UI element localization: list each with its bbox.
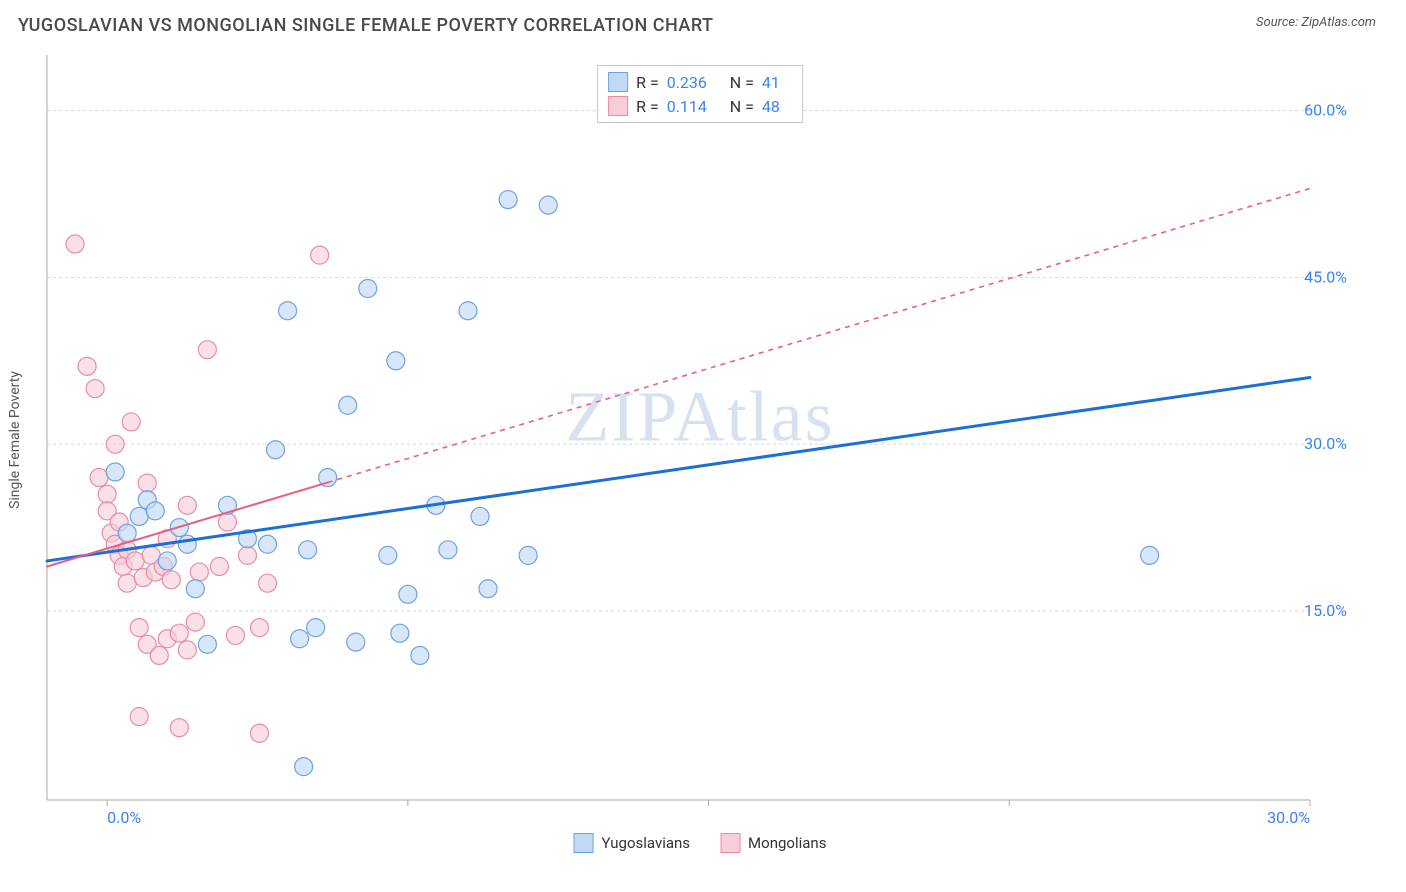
data-point (78, 357, 96, 375)
y-tick-label: 30.0% (1304, 434, 1347, 453)
scatter-plot-svg: 15.0% 30.0% 45.0% 60.0% 0.0% 30.0% (45, 55, 1355, 825)
data-point (311, 246, 329, 264)
data-point (539, 196, 557, 214)
legend-swatch (608, 72, 628, 92)
data-point (122, 413, 140, 431)
legend-item: Mongolians (720, 833, 826, 853)
n-value: 48 (762, 97, 792, 116)
data-point (170, 719, 188, 737)
data-point (126, 552, 144, 570)
data-point (359, 280, 377, 298)
data-point (279, 302, 297, 320)
data-point (391, 624, 409, 642)
data-point (439, 541, 457, 559)
data-point (238, 546, 256, 564)
data-point (158, 552, 176, 570)
data-point (178, 535, 196, 553)
data-point (118, 574, 136, 592)
data-point (106, 463, 124, 481)
data-point (162, 571, 180, 589)
header: YUGOSLAVIAN VS MONGOLIAN SINGLE FEMALE P… (0, 0, 1406, 36)
x-tick-label: 30.0% (1267, 808, 1310, 825)
n-label: N = (730, 73, 754, 92)
n-value: 41 (762, 73, 792, 92)
data-point (86, 380, 104, 398)
series-legend: Yugoslavians Mongolians (574, 833, 827, 853)
legend-swatch (574, 833, 594, 853)
data-point (146, 502, 164, 520)
data-point (150, 646, 168, 664)
data-point (106, 435, 124, 453)
data-point (138, 474, 156, 492)
data-point (218, 513, 236, 531)
data-point (198, 341, 216, 359)
data-point (198, 635, 216, 653)
data-point (186, 613, 204, 631)
n-label: N = (730, 97, 754, 116)
data-point (291, 630, 309, 648)
data-point (251, 619, 269, 637)
r-label: R = (636, 73, 659, 92)
data-point (178, 641, 196, 659)
data-point (459, 302, 477, 320)
source-attribution: Source: ZipAtlas.com (1256, 15, 1376, 30)
data-point (90, 469, 108, 487)
r-value: 0.236 (667, 73, 722, 92)
legend-label: Yugoslavians (602, 834, 691, 852)
correlation-legend: R = 0.236 N = 41 R = 0.114 N = 48 (597, 65, 803, 123)
data-point (130, 507, 148, 525)
y-tick-label: 15.0% (1304, 601, 1347, 620)
data-point (299, 541, 317, 559)
data-point (210, 557, 228, 575)
data-point (130, 619, 148, 637)
data-point (130, 708, 148, 726)
legend-row: R = 0.114 N = 48 (608, 94, 792, 118)
chart-container: YUGOSLAVIAN VS MONGOLIAN SINGLE FEMALE P… (0, 0, 1406, 892)
data-point (339, 396, 357, 414)
chart-area: Single Female Poverty 15.0%30.0%45.0%60.… (45, 55, 1355, 825)
data-point (170, 624, 188, 642)
data-point (479, 580, 497, 598)
x-tick-label: 0.0% (107, 808, 141, 825)
data-point (411, 646, 429, 664)
y-tick-label: 45.0% (1304, 267, 1347, 286)
data-point (387, 352, 405, 370)
data-point (307, 619, 325, 637)
chart-title: YUGOSLAVIAN VS MONGOLIAN SINGLE FEMALE P… (18, 15, 714, 36)
data-point (267, 441, 285, 459)
legend-item: Yugoslavians (574, 833, 691, 853)
data-point (471, 507, 489, 525)
legend-swatch (720, 833, 740, 853)
legend-label: Mongolians (748, 834, 826, 852)
data-point (118, 524, 136, 542)
data-point (519, 546, 537, 564)
r-value: 0.114 (667, 97, 722, 116)
data-point (226, 626, 244, 644)
y-tick-label: 60.0% (1304, 101, 1347, 120)
data-point (251, 724, 269, 742)
data-point (1141, 546, 1159, 564)
data-point (347, 633, 365, 651)
y-axis-label: Single Female Poverty (7, 371, 23, 509)
data-point (190, 563, 208, 581)
r-label: R = (636, 97, 659, 116)
legend-swatch (608, 96, 628, 116)
data-point (295, 758, 313, 776)
data-point (178, 496, 196, 514)
data-point (499, 191, 517, 209)
legend-row: R = 0.236 N = 41 (608, 70, 792, 94)
data-point (259, 535, 277, 553)
data-point (98, 485, 116, 503)
data-point (399, 585, 417, 603)
data-point (66, 235, 84, 253)
data-point (186, 580, 204, 598)
data-point (379, 546, 397, 564)
data-point (259, 574, 277, 592)
